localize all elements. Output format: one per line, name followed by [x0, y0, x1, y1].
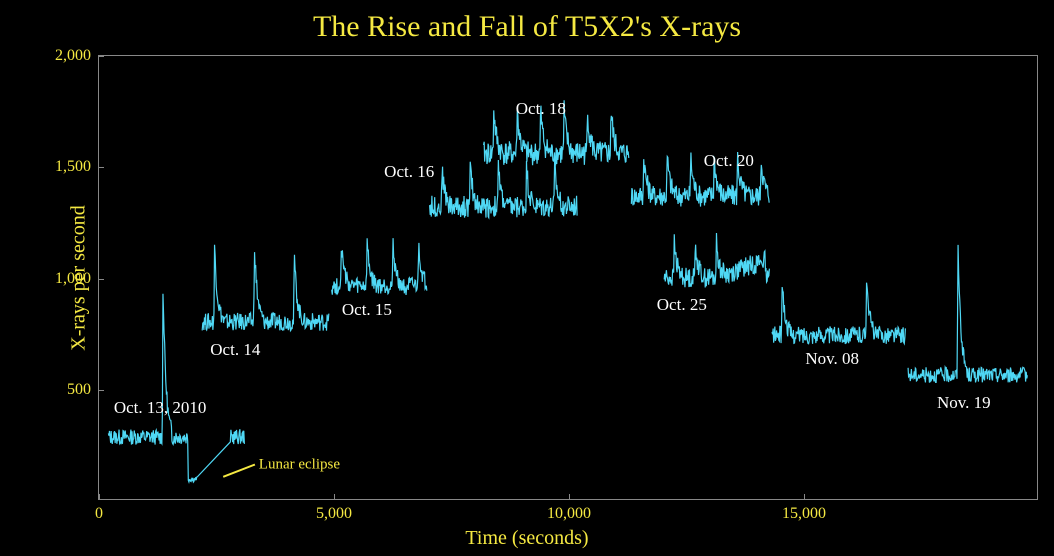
x-axis-label: Time (seconds) [0, 527, 1054, 550]
data-svg [99, 56, 1037, 499]
x-tick-label: 15,000 [782, 505, 826, 523]
y-tick-label: 2,000 [55, 47, 91, 65]
date-label: Nov. 19 [937, 393, 991, 413]
chart-title: The Rise and Fall of T5X2's X-rays [0, 10, 1054, 44]
date-label: Oct. 20 [704, 151, 754, 171]
date-label: Oct. 15 [342, 300, 392, 320]
series-oct15 [331, 238, 427, 295]
lunar-eclipse-annotation: Lunar eclipse [259, 457, 340, 474]
date-label: Oct. 13, 2010 [114, 398, 207, 418]
plot-area: 5001,0001,5002,00005,00010,00015,000Oct.… [98, 55, 1038, 500]
date-label: Nov. 08 [805, 349, 859, 369]
date-label: Oct. 25 [657, 295, 707, 315]
series-oct16 [430, 160, 577, 218]
x-tick-label: 5,000 [316, 505, 352, 523]
y-tick-label: 1,500 [55, 158, 91, 176]
y-tick-label: 1,000 [55, 270, 91, 288]
date-label: Oct. 14 [210, 340, 260, 360]
x-tick-label: 10,000 [547, 505, 591, 523]
series-oct14 [202, 245, 329, 331]
date-label: Oct. 16 [384, 162, 434, 182]
series-nov19 [908, 245, 1027, 383]
series-oct25 [664, 233, 769, 287]
date-label: Oct. 18 [516, 99, 566, 119]
y-tick-label: 500 [67, 381, 91, 399]
series-nov08 [772, 283, 905, 344]
x-tick-label: 0 [95, 505, 103, 523]
